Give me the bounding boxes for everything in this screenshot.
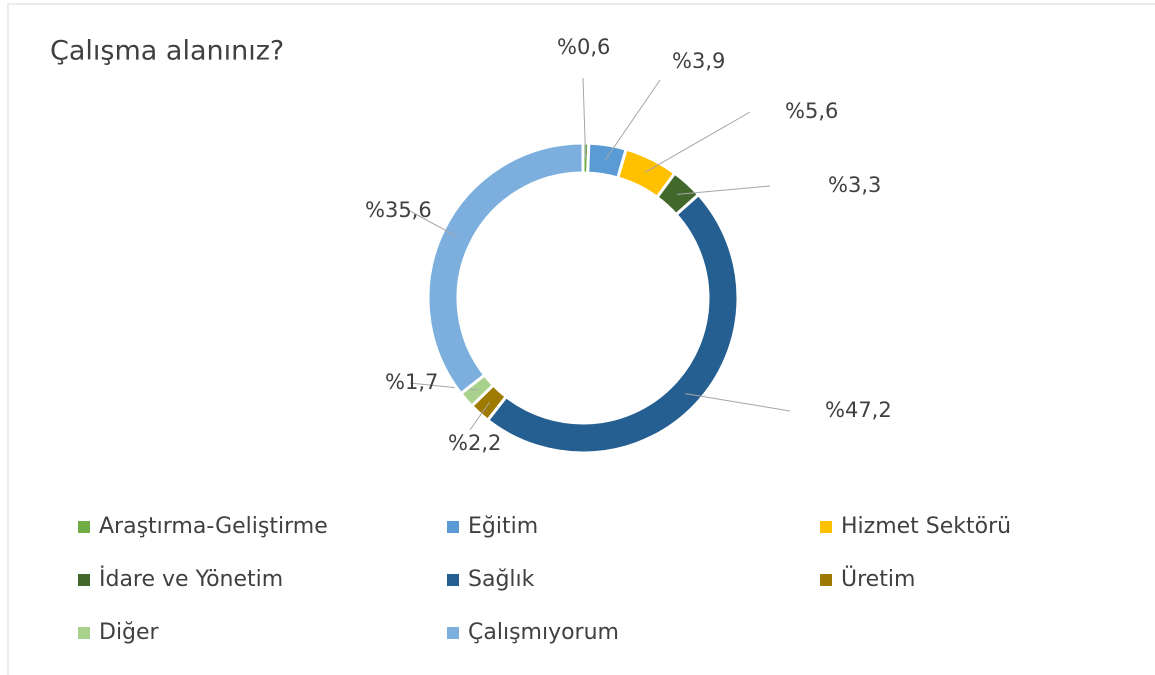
chart-frame [7,3,1155,675]
data-label: %2,2 [448,431,501,455]
legend-label: Diğer [99,620,160,645]
legend-swatch [447,574,459,586]
legend-swatch [820,521,832,533]
legend-label: İdare ve Yönetim [99,566,283,592]
leader-line [685,393,791,412]
data-label: %35,6 [365,198,432,222]
legend-label: Hizmet Sektörü [841,514,1011,539]
chart-title: Çalışma alanınız? [50,36,284,67]
legend-label: Sağlık [468,567,535,592]
legend-label: Çalışmıyorum [468,620,619,645]
leader-line [582,77,587,159]
leader-line [677,185,771,195]
legend-swatch [820,574,832,586]
leader-line [604,79,661,161]
leader-line [644,111,751,173]
leader-line [409,210,458,238]
donut-slice [485,192,740,455]
legend-swatch [78,521,90,533]
leader-line [469,401,490,431]
data-label: %47,2 [825,398,892,422]
legend-swatch [78,574,90,586]
data-label: %0,6 [557,35,610,59]
legend-swatch [447,627,459,639]
data-label: %1,7 [385,370,438,394]
data-label: %3,3 [828,173,881,197]
data-label: %5,6 [785,99,838,123]
data-label: %3,9 [672,49,725,73]
legend-label: Eğitim [468,514,538,539]
legend-label: Üretim [841,566,915,592]
donut-slice [426,141,585,396]
legend-swatch [447,521,459,533]
legend-swatch [78,627,90,639]
legend-label: Araştırma-Geliştirme [99,514,328,539]
